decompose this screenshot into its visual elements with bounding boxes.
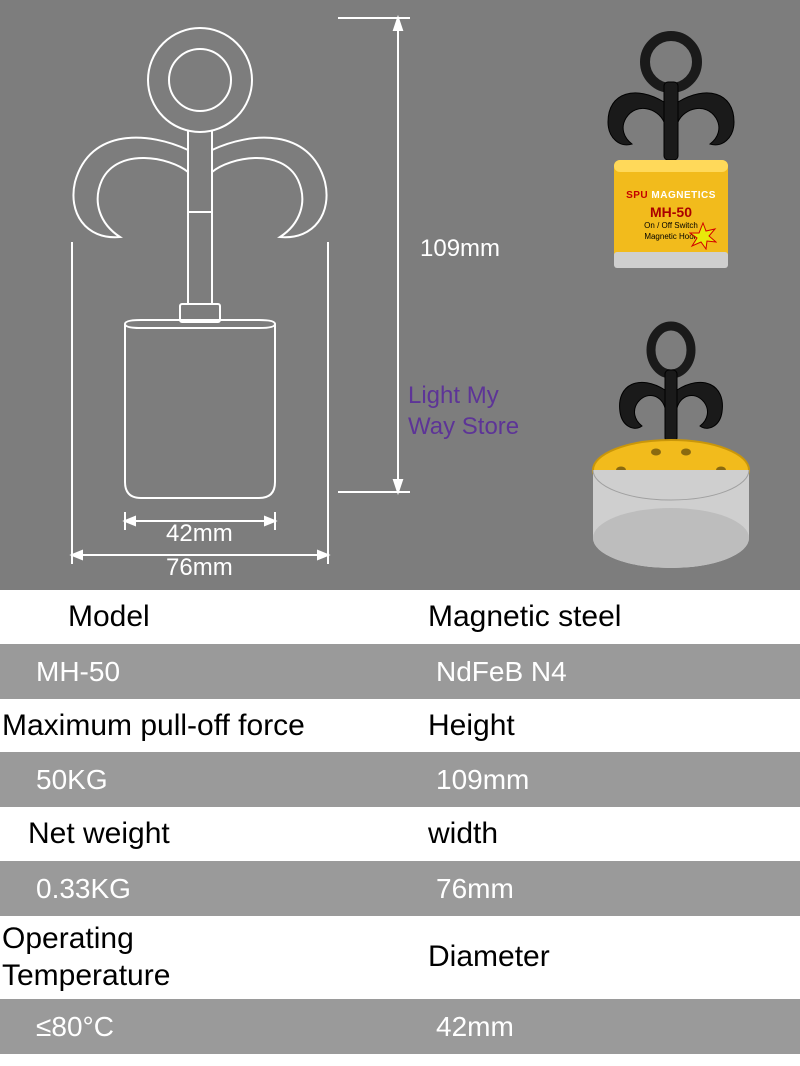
spec-row-header-1: Maximum pull-off force Height: [0, 699, 800, 753]
spec-label: Magnetic steel: [400, 590, 800, 644]
spec-value: NdFeB N4: [400, 644, 800, 699]
brand-prefix: SPU: [626, 190, 648, 201]
spec-value: ≤80°C: [0, 999, 400, 1054]
spec-label: Maximum pull-off force: [0, 699, 400, 753]
watermark: Light My Way Store: [408, 380, 519, 442]
burst-icon: [689, 222, 717, 250]
spec-label: Diameter: [400, 916, 800, 999]
dim-body-width-label: 42mm: [166, 520, 233, 548]
product-photos: SPU MAGNETICS MH-50 On / Off Switch Magn…: [566, 30, 776, 580]
dim-height-label: 109mm: [420, 235, 500, 263]
spec-row-value-1: 50KG 109mm: [0, 752, 800, 807]
spec-label: width: [400, 807, 800, 861]
spec-row-value-3: ≤80°C 42mm: [0, 999, 800, 1054]
spec-row-value-2: 0.33KG 76mm: [0, 861, 800, 916]
dimension-height: [338, 12, 448, 532]
spec-value: 50KG: [0, 752, 400, 807]
spec-value: MH-50: [0, 644, 400, 699]
spec-table: Model Magnetic steel MH-50 NdFeB N4 Maxi…: [0, 590, 800, 1054]
watermark-line1: Light My: [408, 380, 519, 411]
spec-label: Operating Temperature: [0, 916, 400, 999]
product-photo-top: [566, 320, 776, 580]
spec-value: 0.33KG: [0, 861, 400, 916]
brand-text: MAGNETICS: [651, 190, 716, 201]
product-label: SPU MAGNETICS MH-50 On / Off Switch Magn…: [621, 190, 721, 242]
watermark-line2: Way Store: [408, 411, 519, 442]
spec-value: 109mm: [400, 752, 800, 807]
spec-value: 76mm: [400, 861, 800, 916]
product-photo-front: SPU MAGNETICS MH-50 On / Off Switch Magn…: [566, 30, 776, 290]
spec-row-header-2: Net weight width: [0, 807, 800, 861]
spec-value: 42mm: [400, 999, 800, 1054]
spec-row-header-3: Operating Temperature Diameter: [0, 916, 800, 999]
diagram-area: 109mm 42mm 76mm Light My Way Store: [0, 0, 800, 590]
dim-hook-span-label: 76mm: [166, 554, 233, 582]
spec-label: Model: [0, 590, 400, 644]
spec-label: Net weight: [0, 807, 400, 861]
spec-label: Height: [400, 699, 800, 753]
product-model: MH-50: [621, 205, 721, 220]
spec-row-header-0: Model Magnetic steel: [0, 590, 800, 644]
spec-row-value-0: MH-50 NdFeB N4: [0, 644, 800, 699]
